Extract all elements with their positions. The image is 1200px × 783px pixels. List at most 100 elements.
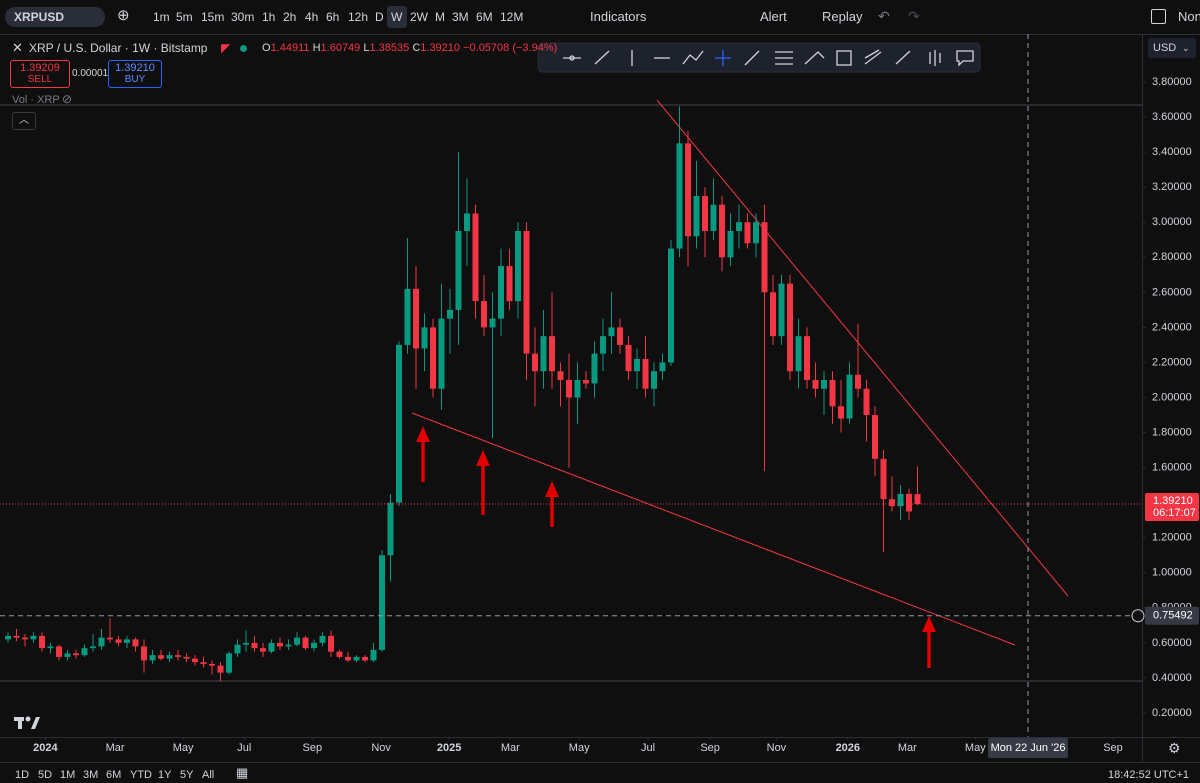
trend-line — [411, 412, 1016, 646]
candle-body — [625, 344, 632, 372]
crosshair-y-label: 0.75492 — [1153, 610, 1193, 622]
y-tick-label: 2.40000 — [1152, 321, 1192, 333]
candle-body — [217, 665, 224, 673]
candle-body — [183, 656, 190, 659]
range-button[interactable]: 1M — [60, 769, 76, 781]
add-symbol[interactable]: ⊕ — [117, 7, 130, 24]
volume-label: Vol · XRP — [12, 94, 60, 106]
interval[interactable]: 5m — [176, 10, 193, 24]
buy-label: BUY — [124, 74, 146, 85]
range-button[interactable]: 1D — [15, 769, 30, 781]
candle-body — [838, 406, 845, 419]
candle-body — [208, 663, 215, 666]
symbol-pill[interactable] — [5, 7, 105, 27]
candle-body — [472, 213, 479, 302]
candle-body — [38, 635, 45, 649]
hidden-icon[interactable]: ⊘ — [62, 92, 73, 106]
range-button[interactable]: 6M — [106, 769, 122, 781]
candle-body — [889, 499, 896, 507]
currency[interactable]: USD — [1153, 42, 1177, 54]
candle-body — [880, 458, 887, 500]
currency-chevron[interactable]: ⌄ — [1182, 43, 1190, 53]
candle-body — [64, 653, 71, 657]
candle-body — [268, 642, 275, 652]
interval[interactable]: 4h — [305, 10, 319, 24]
candle-body — [412, 288, 419, 349]
candle-body — [446, 309, 453, 319]
flag[interactable]: ◤ — [221, 41, 231, 55]
interval[interactable]: 15m — [201, 10, 225, 24]
y-tick-label: 0.60000 — [1152, 637, 1192, 649]
label: C — [412, 42, 421, 54]
candle-body — [566, 379, 573, 398]
drawing-toolbar[interactable] — [537, 42, 981, 73]
interval[interactable]: 2W — [410, 10, 428, 24]
crosshair-y-badge — [1145, 606, 1199, 625]
range-button[interactable]: 5Y — [180, 769, 194, 781]
candle-body — [753, 222, 760, 244]
interval[interactable]: D — [375, 10, 384, 24]
buy-button[interactable]: 1.39210 BUY — [108, 60, 162, 88]
candle-body — [897, 493, 904, 507]
settings-icon[interactable]: ⚙ — [1168, 740, 1181, 756]
alert-button[interactable]: Alert — [760, 9, 787, 24]
range-button[interactable]: All — [202, 769, 215, 781]
candle-body — [106, 637, 113, 640]
candle-body — [361, 656, 368, 661]
y-tick-label: 3.60000 — [1152, 111, 1192, 123]
symbol[interactable]: XRPUSD — [14, 10, 65, 24]
candle-body — [157, 655, 164, 659]
sell-button[interactable]: 1.39209 SELL — [10, 60, 70, 88]
interval[interactable]: 12M — [500, 10, 524, 24]
candle-body — [166, 655, 173, 659]
candle-body — [846, 374, 853, 419]
candle-body — [872, 415, 879, 459]
candle-body — [829, 379, 836, 407]
candle-body — [395, 344, 402, 503]
buy-price: 1.39210 — [115, 62, 155, 74]
candle-body — [191, 658, 198, 663]
x-tick-label: May — [173, 742, 194, 754]
value: 1.39210 — [420, 42, 461, 54]
close-icon[interactable]: ✕ — [12, 40, 23, 55]
x-tick-label: May — [569, 742, 590, 754]
interval[interactable]: 1m — [153, 10, 170, 24]
interval[interactable]: 3M — [452, 10, 469, 24]
candle-body — [668, 248, 675, 363]
interval[interactable]: W — [391, 10, 403, 24]
range-button[interactable]: 1Y — [158, 769, 172, 781]
add-alert — [1131, 609, 1145, 623]
candle-body — [719, 204, 726, 258]
interval[interactable]: 6M — [476, 10, 493, 24]
range-button[interactable]: YTD — [130, 769, 152, 781]
x-tick-label: Nov — [371, 742, 391, 754]
currency-box[interactable] — [1148, 38, 1196, 58]
collapse-button[interactable]: ︿ — [12, 112, 36, 130]
redo[interactable]: ↷ — [908, 8, 920, 24]
range-button[interactable]: 3M — [83, 769, 99, 781]
candle-body — [132, 639, 139, 647]
candle-body — [404, 288, 411, 345]
candle-body — [489, 318, 496, 328]
undo[interactable]: ↶ — [878, 8, 890, 24]
candle-body — [115, 639, 122, 643]
interval[interactable]: M — [435, 10, 445, 24]
candle-body — [693, 195, 700, 237]
interval[interactable]: 12h — [348, 10, 369, 24]
interval[interactable]: 6h — [326, 10, 340, 24]
interval[interactable]: 2h — [283, 10, 297, 24]
interval[interactable]: 1h — [262, 10, 276, 24]
calendar-icon[interactable]: ▦ — [236, 765, 249, 780]
candle-body — [327, 635, 334, 652]
replay-button[interactable]: Replay — [822, 9, 863, 24]
candle-body — [259, 648, 266, 652]
layout-name[interactable]: Non — [1178, 9, 1200, 24]
candle-body — [761, 222, 768, 293]
indicators-button[interactable]: Indicators — [590, 9, 647, 24]
candle-body — [21, 637, 28, 640]
interval[interactable]: 30m — [231, 10, 255, 24]
candle-body — [251, 642, 258, 649]
candle-body — [532, 353, 539, 372]
checkbox[interactable] — [1151, 9, 1166, 24]
range-button[interactable]: 5D — [38, 769, 53, 781]
